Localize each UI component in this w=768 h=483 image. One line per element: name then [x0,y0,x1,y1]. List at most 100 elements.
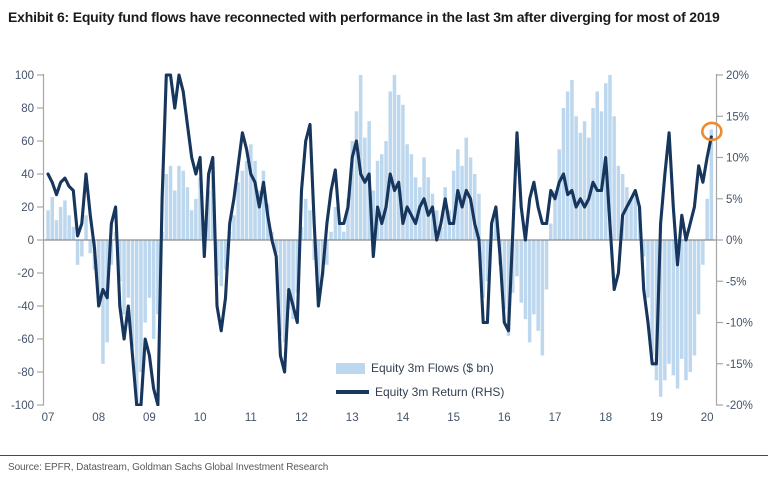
flows-bar [464,137,468,240]
flows-bar [261,170,266,240]
right-axis-tick-label: -20% [726,400,753,412]
flows-bar [244,160,249,240]
flows-bar [451,170,456,240]
left-axis-tick-label: 100 [15,70,34,82]
left-axis-tick-label: -100 [11,400,34,412]
x-axis-year-label: 14 [397,412,410,424]
flows-bar [701,240,705,265]
x-axis-year-label: 20 [701,412,714,424]
flows-bar [578,132,583,241]
flows-bar [616,165,621,241]
flows-bar [696,240,701,315]
left-axis-tick-label: -80 [17,367,34,379]
flows-bar [375,160,380,240]
flows-bar [316,240,321,287]
chart-title: Exhibit 6: Equity fund flows have reconn… [8,9,720,25]
right-axis-tick-label: -15% [726,359,753,371]
x-axis-year-label: 17 [549,412,562,424]
flows-bar [346,198,350,241]
flows-bar [380,154,384,240]
right-axis-tick-label: -10% [726,318,753,330]
source-text: Source: EPFR, Datastream, Goldman Sachs … [8,462,329,473]
flows-bar [384,141,388,240]
flows-bar [675,240,680,389]
flows-bar [565,91,570,240]
flows-bar [574,116,578,241]
source-divider [0,455,768,456]
left-axis-tick-label: 80 [21,103,34,115]
flows-bar [350,141,354,240]
flows-bar [392,75,397,240]
flows-bar [447,210,452,240]
left-axis-tick-label: 40 [21,169,34,181]
flows-bar [240,170,245,240]
chart-legend: Equity 3m Flows ($ bn) Equity 3m Return … [336,356,504,404]
right-axis-tick-label: 5% [726,194,743,206]
flows-bar [84,215,88,241]
flows-bar [549,223,553,240]
flows-bar [151,240,156,339]
flows-bar [139,240,143,372]
x-axis-year-label: 13 [346,412,359,424]
right-axis-tick-label: 20% [726,70,749,82]
flows-bar [481,240,485,298]
flows-bar [130,240,135,348]
flows-bar [663,240,667,381]
flows-bar [173,190,177,240]
x-axis-year-label: 09 [143,412,156,424]
flows-bar [650,240,654,356]
x-axis-year-label: 07 [42,412,55,424]
left-axis-tick-label: -60 [17,334,34,346]
flows-bar [413,177,418,240]
flows-bar [168,165,173,241]
flows-bar [282,240,287,343]
legend-row-return: Equity 3m Return (RHS) [336,380,504,404]
x-axis-year-label: 12 [295,412,308,424]
flows-bar [570,80,574,240]
flows-bar [527,240,532,343]
flows-bar [80,240,84,257]
flows-bar [126,240,130,298]
flows-bar [671,240,676,376]
flows-bar [333,207,338,240]
flows-bar [405,144,409,240]
flows-bar [185,187,190,240]
flows-bar [177,165,181,241]
flows-bar [599,111,604,240]
flows-bar [249,144,253,240]
left-axis-tick-label: 60 [21,136,34,148]
flows-bar [553,190,557,240]
flows-bar [502,240,507,310]
flows-bar [439,226,443,240]
x-axis-year-label: 16 [498,412,511,424]
flows-bar [304,198,308,241]
flows-bar [88,240,92,254]
flows-bar [705,198,709,241]
legend-row-flows: Equity 3m Flows ($ bn) [336,356,504,380]
flows-bar [646,240,650,298]
flows-bar [223,240,228,270]
flows-bar [477,193,481,240]
flows-bar [342,231,346,241]
flows-bar [358,75,363,240]
flows-bar [198,177,202,240]
flows-bar [557,149,561,241]
flows-bar [388,91,392,240]
flows-bar [75,240,80,265]
flows-bar [147,240,152,298]
flows-bar [620,174,625,240]
flows-bar [485,240,490,282]
flows-bar [654,240,659,381]
flows-bar [257,190,261,240]
flows-bar [156,240,160,315]
flows-bar [253,160,257,240]
flows-bar [329,231,333,241]
flows-bar [658,240,663,397]
x-axis-year-label: 15 [447,412,460,424]
flows-bar [709,129,714,240]
flows-bar [50,197,54,240]
flows-bar [71,226,76,240]
flows-bar [692,240,697,356]
flows-bar [274,240,278,254]
